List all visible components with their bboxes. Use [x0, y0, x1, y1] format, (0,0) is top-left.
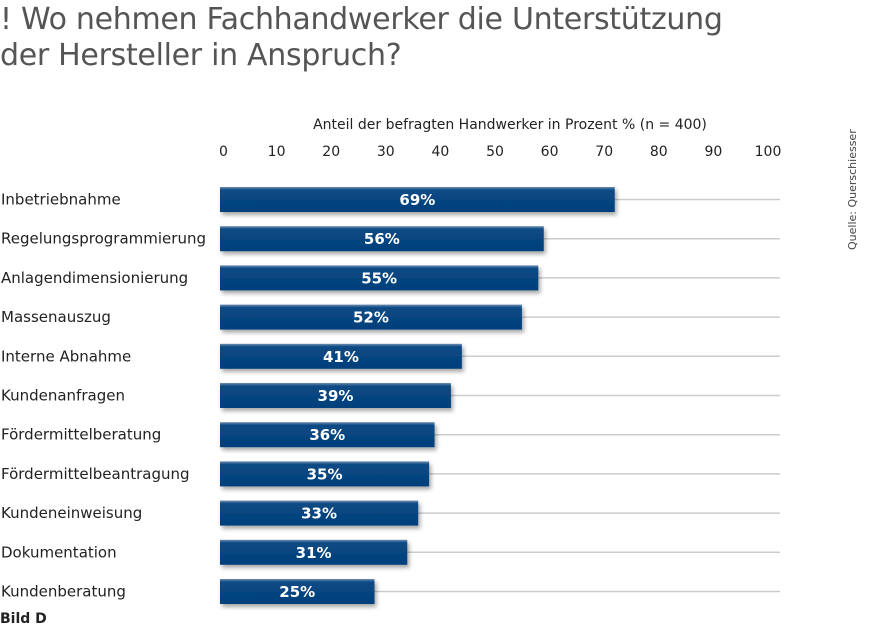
category-label: Kundeneinweisung — [1, 504, 142, 522]
category-label: Anlagendimensionierung — [1, 269, 188, 287]
bar-value-label: 52% — [353, 309, 389, 327]
bar — [220, 304, 522, 330]
bar-value-label: 31% — [296, 544, 332, 562]
bar — [220, 422, 435, 448]
category-label: Massenauszug — [1, 308, 111, 326]
bar — [220, 187, 615, 212]
bar-value-label: 41% — [323, 348, 359, 366]
x-tick-label: 0 — [219, 144, 228, 160]
bar — [220, 343, 462, 369]
x-tick-label: 50 — [486, 144, 504, 160]
x-tick-label: 30 — [377, 144, 395, 160]
bar — [220, 383, 451, 408]
bar-value-label: 39% — [318, 387, 354, 405]
source-note: Quelle: Querschiesser — [846, 129, 859, 250]
x-tick-labels: 0 10 20 30 40 50 60 70 80 90 100 — [219, 144, 781, 160]
bar-value-label: 55% — [361, 269, 397, 287]
title-line-2: der Hersteller in Anspruch? — [0, 38, 402, 73]
category-label: Fördermittelbeantragung — [1, 465, 190, 483]
bar — [220, 226, 544, 252]
bar — [220, 265, 539, 291]
category-label: Kundenberatung — [1, 583, 126, 601]
bar-value-label: 35% — [307, 465, 343, 483]
x-tick-label: 90 — [704, 144, 722, 160]
category-labels: Inbetriebnahme Regelungsprogrammierung Anl… — [1, 191, 206, 601]
bar — [220, 461, 430, 487]
title-line-1: ! Wo nehmen Fachhandwerker die Unterstüt… — [0, 2, 723, 37]
category-label: Dokumentation — [1, 543, 117, 561]
x-tick-label: 60 — [541, 144, 559, 160]
bar — [220, 579, 375, 604]
x-tick-label: 70 — [595, 144, 613, 160]
x-axis-title: Anteil der befragten Handwerker in Proze… — [313, 117, 707, 133]
bar — [220, 539, 408, 565]
bars: 69% 56% 55% 52% 41% 39% 36% 35% 33% 31% 25% — [220, 187, 615, 604]
x-tick-label: 100 — [755, 144, 782, 160]
category-label: Interne Abnahme — [1, 347, 131, 365]
category-label: Regelungsprogrammierung — [1, 230, 206, 248]
category-label: Kundenanfragen — [1, 387, 125, 405]
category-label: Inbetriebnahme — [1, 191, 121, 209]
x-tick-label: 40 — [431, 144, 449, 160]
x-tick-label: 80 — [650, 144, 668, 160]
x-tick-label: 10 — [268, 144, 286, 160]
bar-value-label: 25% — [279, 583, 315, 601]
chart-title: ! Wo nehmen Fachhandwerker die Unterstüt… — [0, 2, 723, 74]
bar-value-label: 36% — [309, 426, 345, 444]
bar-value-label: 69% — [399, 191, 435, 209]
figure-label: Bild D — [0, 611, 47, 627]
bar-value-label: 56% — [364, 230, 400, 248]
category-label: Fördermittelberatung — [1, 426, 161, 444]
x-tick-label: 20 — [322, 144, 340, 160]
bar-value-label: 33% — [301, 505, 337, 523]
bar — [220, 500, 419, 526]
